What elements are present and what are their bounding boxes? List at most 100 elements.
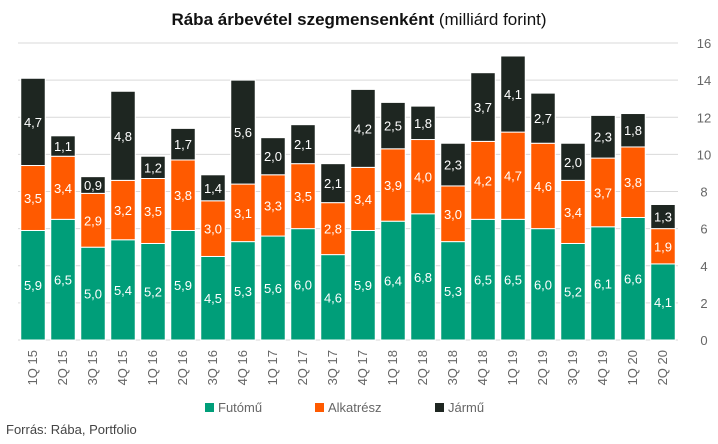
data-label: 4,2 bbox=[354, 121, 372, 136]
bar-segment bbox=[140, 178, 166, 244]
data-label: 2,0 bbox=[564, 155, 582, 170]
data-label: 2,3 bbox=[594, 130, 612, 145]
legend-label: Jármű bbox=[448, 400, 484, 415]
data-label: 3,4 bbox=[354, 192, 372, 207]
bar-segment bbox=[350, 166, 376, 231]
data-label: 3,3 bbox=[264, 198, 282, 213]
y-tick-label: 16 bbox=[697, 36, 711, 51]
data-label: 2,9 bbox=[84, 213, 102, 228]
x-tick-label: 3Q 18 bbox=[445, 350, 460, 385]
x-tick-label: 4Q 18 bbox=[475, 350, 490, 385]
bar-segment bbox=[110, 179, 136, 241]
bar-segment bbox=[170, 127, 196, 161]
y-tick-label: 12 bbox=[697, 110, 711, 125]
x-tick-label: 1Q 19 bbox=[505, 350, 520, 385]
bar-segment bbox=[530, 92, 556, 144]
data-label: 3,5 bbox=[144, 204, 162, 219]
bar-segment bbox=[470, 140, 496, 220]
x-tick-label: 1Q 15 bbox=[25, 350, 40, 385]
bar-segment bbox=[20, 165, 46, 231]
data-label: 6,5 bbox=[54, 273, 72, 288]
bar-segment bbox=[110, 90, 136, 181]
data-label: 6,5 bbox=[504, 273, 522, 288]
data-label: 4,8 bbox=[114, 129, 132, 144]
bar-segment bbox=[200, 174, 226, 202]
data-label: 5,9 bbox=[174, 278, 192, 293]
data-label: 1,9 bbox=[654, 239, 672, 254]
bar-segment bbox=[350, 88, 376, 168]
bar-segment bbox=[50, 135, 76, 157]
data-label: 5,2 bbox=[564, 285, 582, 300]
x-tick-label: 4Q 17 bbox=[355, 350, 370, 385]
data-label: 2,1 bbox=[294, 137, 312, 152]
bar-segment bbox=[260, 137, 286, 176]
bar-segment bbox=[320, 163, 346, 204]
legend-swatch bbox=[315, 403, 324, 412]
data-label: 4,5 bbox=[204, 291, 222, 306]
data-label: 2,1 bbox=[324, 176, 342, 191]
bar-segment bbox=[350, 229, 376, 341]
data-label: 4,1 bbox=[504, 87, 522, 102]
chart-title-main: Rába árbevétel szegmensenként bbox=[171, 10, 435, 29]
data-label: 5,6 bbox=[234, 125, 252, 140]
data-label: 6,0 bbox=[294, 277, 312, 292]
bar-segment bbox=[440, 185, 466, 243]
data-label: 4,7 bbox=[504, 169, 522, 184]
x-tick-label: 2Q 19 bbox=[535, 350, 550, 385]
data-label: 4,0 bbox=[414, 170, 432, 185]
data-label: 5,2 bbox=[144, 285, 162, 300]
data-label: 5,9 bbox=[24, 278, 42, 293]
data-label: 5,0 bbox=[84, 287, 102, 302]
legend-label: Futómű bbox=[218, 400, 262, 415]
bar-segment bbox=[50, 218, 76, 341]
bar-segment bbox=[140, 242, 166, 341]
bar-segment bbox=[230, 79, 256, 185]
bar-segment bbox=[500, 55, 526, 133]
x-tick-label: 1Q 17 bbox=[265, 350, 280, 385]
chart-title: Rába árbevétel szegmensenként (milliárd … bbox=[0, 10, 718, 30]
data-label: 3,8 bbox=[624, 175, 642, 190]
data-label: 2,0 bbox=[264, 149, 282, 164]
bar-segment bbox=[380, 220, 406, 341]
bar-segment bbox=[80, 176, 106, 194]
data-label: 4,7 bbox=[24, 115, 42, 130]
x-tick-label: 2Q 15 bbox=[55, 350, 70, 385]
x-tick-label: 3Q 17 bbox=[325, 350, 340, 385]
bar-segment bbox=[260, 174, 286, 237]
bar-segment bbox=[200, 200, 226, 257]
data-label: 6,0 bbox=[534, 277, 552, 292]
x-tick-label: 4Q 15 bbox=[115, 350, 130, 385]
x-tick-label: 3Q 16 bbox=[205, 350, 220, 385]
x-tick-label: 2Q 17 bbox=[295, 350, 310, 385]
bar-segment bbox=[470, 218, 496, 341]
bar-segment bbox=[320, 202, 346, 256]
bar-segment bbox=[530, 228, 556, 341]
data-label: 2,7 bbox=[534, 111, 552, 126]
y-tick-label: 8 bbox=[700, 185, 707, 200]
y-tick-label: 2 bbox=[700, 296, 707, 311]
data-label: 3,8 bbox=[174, 188, 192, 203]
data-label: 3,1 bbox=[234, 206, 252, 221]
data-label: 3,7 bbox=[594, 185, 612, 200]
bar-segment bbox=[170, 159, 196, 231]
bar-segment bbox=[650, 228, 676, 265]
y-tick-label: 0 bbox=[700, 333, 707, 348]
bar-segment bbox=[620, 146, 646, 218]
data-label: 1,1 bbox=[54, 139, 72, 154]
data-label: 3,4 bbox=[564, 205, 582, 220]
data-label: 6,6 bbox=[624, 272, 642, 287]
chart-title-unit: (milliárd forint) bbox=[438, 10, 547, 29]
x-tick-label: 2Q 16 bbox=[175, 350, 190, 385]
bar-segment bbox=[170, 229, 196, 341]
bar-segment bbox=[20, 229, 46, 341]
y-tick-label: 6 bbox=[700, 222, 707, 237]
data-label: 5,3 bbox=[234, 284, 252, 299]
legend-swatch bbox=[435, 403, 444, 412]
bar-segment bbox=[260, 235, 286, 341]
bar-segment bbox=[650, 203, 676, 230]
bar-segment bbox=[380, 148, 406, 222]
x-tick-label: 3Q 19 bbox=[565, 350, 580, 385]
data-label: 4,6 bbox=[324, 290, 342, 305]
x-tick-label: 2Q 18 bbox=[415, 350, 430, 385]
bar-segment bbox=[590, 114, 616, 159]
